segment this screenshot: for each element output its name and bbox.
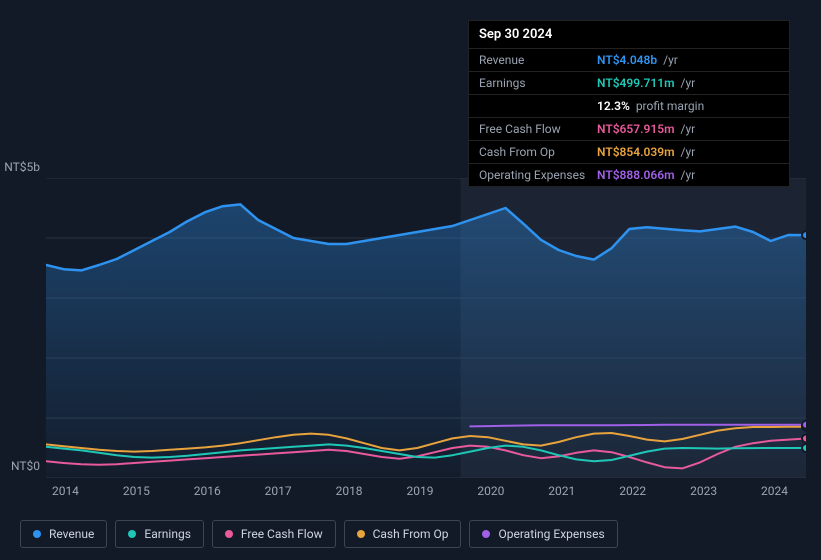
legend-dot-icon [482,530,490,538]
y-axis-label-bottom: NT$0 [0,459,40,473]
tooltip-row: 12.3% profit margin [469,95,789,118]
legend-label: Free Cash Flow [241,527,323,541]
legend-dot-icon [128,530,136,538]
legend-label: Cash From Op [373,527,449,541]
tooltip-row-label: Revenue [479,53,597,67]
legend-item-cfo[interactable]: Cash From Op [344,520,462,548]
tooltip-row: Free Cash FlowNT$657.915m /yr [469,118,789,141]
tooltip-row-value: NT$888.066m /yr [597,168,695,182]
tooltip-row-label: Cash From Op [479,145,597,159]
x-axis: 2014201520162017201820192020202120222023… [30,484,810,498]
legend-item-earnings[interactable]: Earnings [115,520,204,548]
tooltip-row: Cash From OpNT$854.039m /yr [469,141,789,164]
legend-label: Revenue [49,527,94,541]
x-axis-tick: 2015 [101,484,172,498]
tooltip-row-label: Earnings [479,76,597,90]
y-axis-label-top: NT$5b [0,160,40,174]
tooltip-row-label [479,99,597,113]
tooltip-row: Operating ExpensesNT$888.066m /yr [469,164,789,186]
tooltip-row-label: Operating Expenses [479,168,597,182]
legend-item-opex[interactable]: Operating Expenses [469,520,617,548]
x-axis-tick: 2018 [314,484,385,498]
x-axis-tick: 2014 [30,484,101,498]
tooltip-row-value: 12.3% profit margin [597,99,704,113]
chart-legend: Revenue Earnings Free Cash Flow Cash From O… [20,520,618,548]
tooltip-row-value: NT$854.039m /yr [597,145,695,159]
chart-container: NT$5b NT$0 Sep 30 2024 RevenueNT$4.048b … [0,0,821,560]
tooltip-row-label: Free Cash Flow [479,122,597,136]
tooltip-row: RevenueNT$4.048b /yr [469,49,789,72]
legend-label: Operating Expenses [498,527,604,541]
x-axis-tick: 2023 [668,484,739,498]
legend-label: Earnings [144,527,191,541]
x-axis-tick: 2021 [526,484,597,498]
x-axis-tick: 2024 [739,484,810,498]
legend-dot-icon [33,530,41,538]
financials-area-chart[interactable] [46,178,806,478]
tooltip-row-value: NT$4.048b /yr [597,53,678,67]
x-axis-tick: 2019 [385,484,456,498]
tooltip-row-value: NT$499.711m /yr [597,76,695,90]
x-axis-tick: 2017 [243,484,314,498]
tooltip-date: Sep 30 2024 [469,21,789,49]
legend-item-fcf[interactable]: Free Cash Flow [212,520,336,548]
tooltip-row: EarningsNT$499.711m /yr [469,72,789,95]
chart-tooltip: Sep 30 2024 RevenueNT$4.048b /yrEarnings… [468,20,790,187]
legend-dot-icon [225,530,233,538]
x-axis-tick: 2016 [172,484,243,498]
x-axis-tick: 2022 [597,484,668,498]
legend-item-revenue[interactable]: Revenue [20,520,107,548]
tooltip-row-value: NT$657.915m /yr [597,122,695,136]
legend-dot-icon [357,530,365,538]
x-axis-tick: 2020 [455,484,526,498]
